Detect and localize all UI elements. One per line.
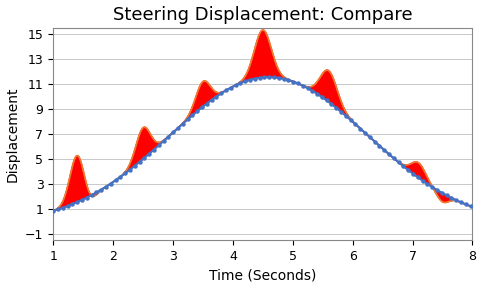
Y-axis label: Displacement: Displacement bbox=[6, 86, 20, 182]
X-axis label: Time (Seconds): Time (Seconds) bbox=[209, 268, 317, 283]
Title: Steering Displacement: Compare: Steering Displacement: Compare bbox=[113, 5, 413, 24]
